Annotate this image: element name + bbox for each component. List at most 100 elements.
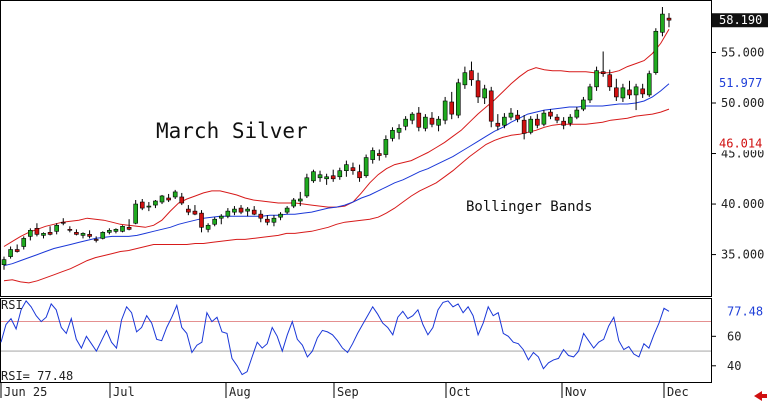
candle-body [620,87,626,99]
candle-body [54,224,59,232]
x-tick-label: Jun 25 [4,385,47,399]
candle-body [14,249,20,252]
price-label: 58.190 [712,13,768,28]
candle-body [416,112,422,128]
candle-body [47,232,53,235]
price-label: 46.014 [712,136,768,151]
candle [47,226,53,236]
candle [469,61,474,86]
candle [251,206,257,216]
candle-body [488,90,494,122]
candle-body [482,88,487,99]
candle [186,205,191,216]
candle [120,225,125,233]
candle-body [199,212,204,228]
candle [199,210,204,233]
candle-body [600,71,606,75]
candle-body [370,150,376,160]
candle [535,114,540,129]
candle [179,192,185,206]
candle [587,83,593,104]
candle-body [8,249,13,257]
candle [462,66,468,89]
middle-bollinger-band [3,83,670,267]
candle-body [238,207,244,213]
candle-body [100,232,106,239]
candle [113,228,119,234]
candle [8,246,13,259]
candle-body [403,118,408,127]
candle-body [502,116,507,126]
candle [554,114,560,124]
candle-body [34,227,40,235]
candle [607,69,613,91]
candle [153,200,158,209]
candle [436,116,441,132]
candle-body [245,208,250,212]
price-label-text: 51.977 [719,76,762,90]
candle [456,78,461,119]
candle [357,164,362,182]
candle-body [324,176,329,180]
candle-body [475,80,481,98]
candle-body [126,226,132,230]
candle-body [594,70,599,88]
candle [14,244,20,253]
candle-body [363,157,369,177]
candle [245,207,250,217]
candle-body [456,82,461,116]
candle-body [41,233,46,236]
candle [146,202,152,212]
candle [218,214,224,225]
candle [133,200,138,225]
candle-body [120,225,125,232]
candle [502,113,507,129]
rsi-reference-lines [1,321,711,352]
candle-body [205,224,211,230]
rsi-right-label-bg [712,304,768,319]
candle-body [396,127,402,133]
candle [41,232,46,239]
price-label-text: 46.014 [719,136,762,150]
candle [28,228,33,241]
candle [482,84,487,105]
candle [291,197,297,209]
candle [284,206,290,215]
candle-body [291,199,297,207]
candle-body [469,70,474,81]
candle [304,173,310,198]
candle [574,107,580,120]
candle-body [1,259,7,265]
candle [409,112,415,125]
candle-body [436,118,441,126]
rsi-y-ticks: 60 40 [711,329,741,373]
bollinger-bands-annotation: Bollinger Bands [466,199,592,215]
scroll-arrow-icon[interactable] [754,391,767,401]
candle [100,231,106,240]
candle [297,191,303,207]
candle-body [462,72,468,86]
candle-body [567,116,573,124]
candle [567,114,573,127]
candle [93,236,99,243]
candle [614,78,619,101]
candle-body [423,116,428,129]
candle-body [284,207,290,213]
candle [653,28,659,75]
rsi-panel-label: RSI [1,298,23,312]
candle [370,147,376,164]
candle [521,115,527,140]
candle-body [640,88,645,95]
candle [1,256,7,270]
candle [416,107,422,132]
candle-body [495,122,501,127]
candle-body [172,191,178,198]
candle-body [442,100,448,121]
candle [258,210,264,223]
candle [54,223,59,235]
candle-body [28,230,33,237]
candle [324,173,329,185]
